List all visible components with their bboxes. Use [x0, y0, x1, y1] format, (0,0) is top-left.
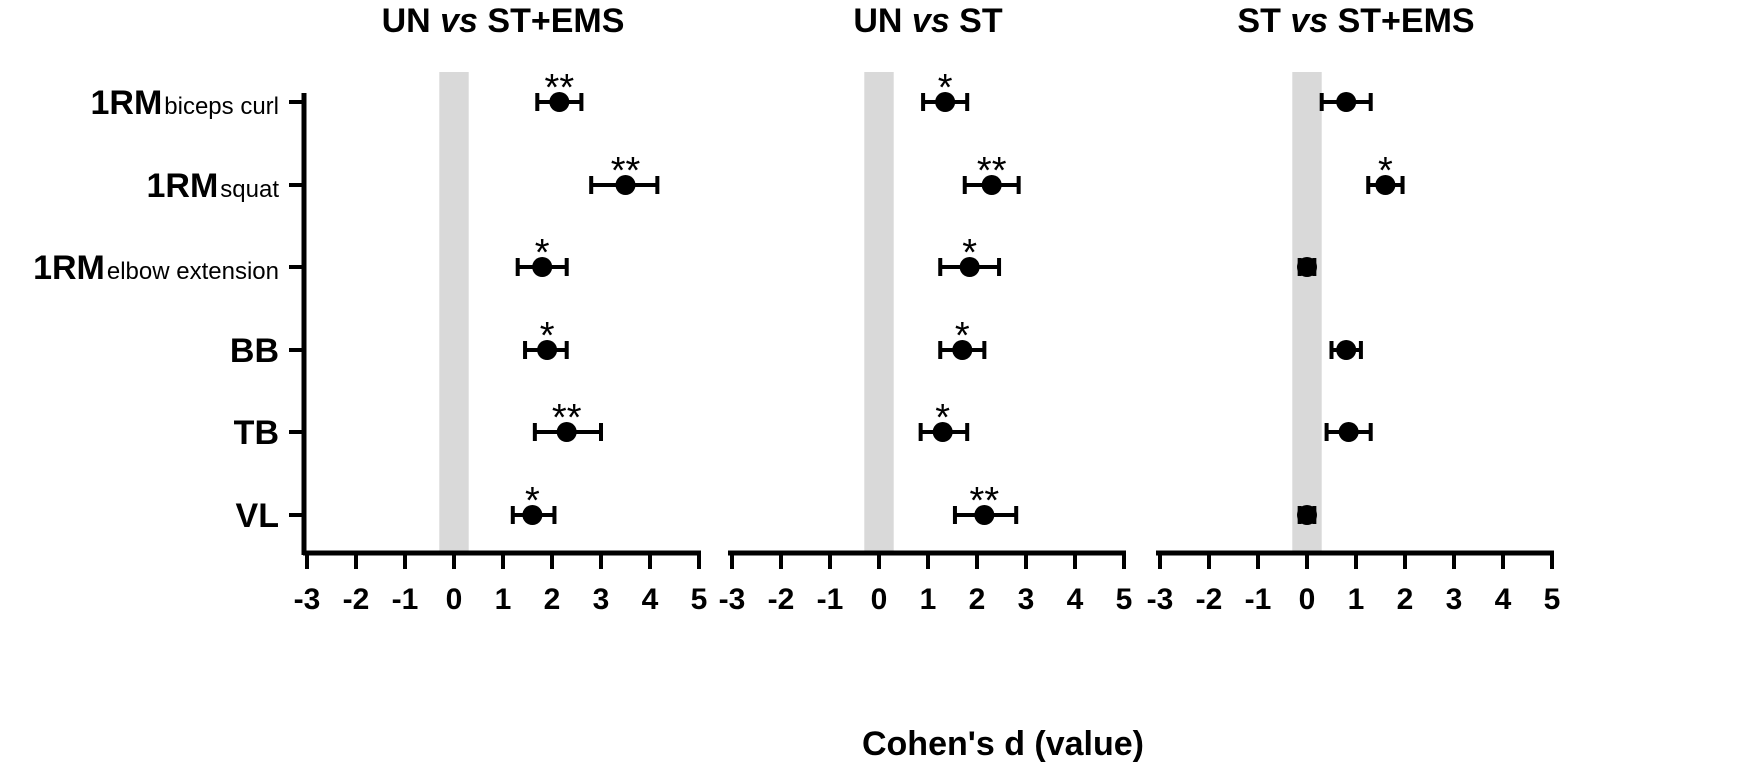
row-label: 1RMbiceps curl: [90, 84, 279, 122]
panel-title-vs: vs: [1290, 2, 1328, 40]
significance-marker: *: [525, 480, 540, 522]
panel-title-part: ST: [1237, 2, 1290, 40]
significance-marker: **: [545, 67, 575, 109]
significance-marker: **: [970, 480, 1000, 522]
effect-point: [522, 505, 543, 525]
x-axis-label: Cohen's d (value): [862, 725, 1144, 763]
effect-point: [615, 175, 636, 195]
x-tick-label: 2: [544, 583, 561, 616]
panel-title-part: ST: [950, 2, 1003, 40]
panel-title: ST vs ST+EMS: [1237, 2, 1474, 40]
x-tick-label: 2: [969, 583, 986, 616]
x-tick-label: 4: [1067, 583, 1084, 616]
row-label: BB: [230, 332, 279, 370]
x-tick-label: -3: [719, 583, 746, 616]
effect-point: [932, 422, 953, 442]
x-tick-label: 0: [1299, 583, 1316, 616]
effect-point: [1336, 340, 1357, 360]
significance-marker: **: [552, 397, 582, 439]
panel-title-vs: vs: [912, 2, 950, 40]
reference-band: [439, 72, 469, 553]
effect-point: [959, 257, 980, 277]
significance-marker: *: [540, 315, 555, 357]
reference-band: [864, 72, 894, 553]
x-tick-label: 0: [871, 583, 888, 616]
effect-point: [532, 257, 553, 277]
x-tick-label: 5: [1116, 583, 1133, 616]
row-label-main: 1RM: [33, 249, 105, 287]
effect-point: [556, 422, 577, 442]
x-tick-label: -2: [768, 583, 795, 616]
significance-marker: *: [962, 232, 977, 274]
panel-title-part: ST+EMS: [478, 2, 624, 40]
significance-marker: *: [1378, 150, 1393, 192]
x-tick-label: 3: [1018, 583, 1035, 616]
significance-marker: **: [611, 150, 641, 192]
x-tick-label: 3: [1446, 583, 1463, 616]
row-label: TB: [234, 414, 279, 452]
row-label: 1RMelbow extension: [33, 249, 279, 287]
x-tick-label: -2: [1196, 583, 1223, 616]
panel-title: UN vs ST+EMS: [382, 2, 625, 40]
panel-title-part: ST+EMS: [1328, 2, 1474, 40]
x-tick-label: 5: [691, 583, 708, 616]
x-tick-label: -1: [392, 583, 419, 616]
panel-1: UN vs ST+EMS-3 -2 -1 0 1 2 3 4 5*********: [294, 2, 708, 616]
x-tick-label: 1: [495, 583, 512, 616]
row-label-sub: biceps curl: [164, 93, 279, 120]
row-label-main: BB: [230, 332, 279, 370]
x-tick-label: 2: [1397, 583, 1414, 616]
effect-point: [1297, 505, 1317, 525]
x-tick-label: 3: [593, 583, 610, 616]
x-tick-label: 1: [1348, 583, 1365, 616]
effect-point: [974, 505, 995, 525]
x-tick-label: -3: [1147, 583, 1174, 616]
panels: UN vs ST+EMS-3 -2 -1 0 1 2 3 4 5*********UN vs S…: [289, 2, 1560, 616]
significance-marker: *: [935, 397, 950, 439]
row-label-main: VL: [236, 497, 279, 535]
row-label: VL: [236, 497, 279, 535]
reference-band: [1292, 72, 1322, 553]
x-tick-label: -1: [817, 583, 844, 616]
effect-point: [981, 175, 1002, 195]
panel-2: UN vs ST-3 -2 -1 0 1 2 3 4 5********: [719, 2, 1133, 616]
x-tick-label: -2: [343, 583, 370, 616]
x-tick-label: 4: [1495, 583, 1512, 616]
panel-title-vs: vs: [440, 2, 478, 40]
effect-point: [549, 92, 570, 112]
effect-point: [952, 340, 973, 360]
effect-point: [1375, 175, 1396, 195]
panel-title-part: UN: [382, 2, 441, 40]
x-tick-label: 0: [446, 583, 463, 616]
panel-title: UN vs ST: [853, 2, 1003, 40]
effect-point: [1297, 257, 1317, 277]
row-label-sub: elbow extension: [107, 258, 279, 285]
significance-marker: *: [955, 315, 970, 357]
x-tick-label: 5: [1544, 583, 1561, 616]
x-tick-label: -1: [1245, 583, 1272, 616]
effect-point: [1338, 422, 1359, 442]
panel-3: ST vs ST+EMS -3 -2 -1 0 1 2 3 4 5 *: [1147, 2, 1561, 616]
row-label-sub: squat: [220, 176, 279, 203]
panel-title-part: UN: [853, 2, 912, 40]
row-label-main: TB: [234, 414, 279, 452]
x-tick-label: -3: [294, 583, 321, 616]
x-tick-label: 1: [920, 583, 937, 616]
significance-marker: *: [938, 67, 953, 109]
significance-marker: **: [977, 150, 1007, 192]
effect-point: [935, 92, 956, 112]
x-tick-label: 4: [642, 583, 659, 616]
row-label-main: 1RM: [90, 84, 162, 122]
effect-point: [537, 340, 558, 360]
row-label: 1RMsquat: [146, 167, 279, 205]
effect-point: [1336, 92, 1357, 112]
significance-marker: *: [535, 232, 550, 274]
row-label-main: 1RM: [146, 167, 218, 205]
